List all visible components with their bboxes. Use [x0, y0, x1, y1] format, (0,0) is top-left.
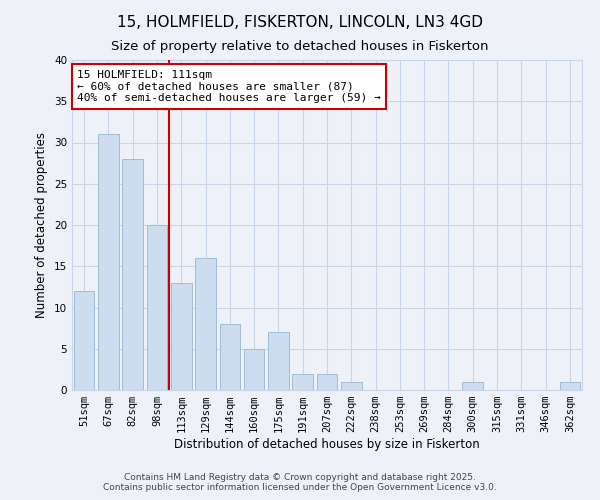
Bar [463, 382, 483, 390]
Text: 15 HOLMFIELD: 111sqm
← 60% of detached houses are smaller (87)
40% of semi-detac: 15 HOLMFIELD: 111sqm ← 60% of detached h… [77, 70, 381, 103]
Bar [268, 332, 289, 390]
Y-axis label: Number of detached properties: Number of detached properties [35, 132, 49, 318]
Text: Contains HM Land Registry data © Crown copyright and database right 2025.
Contai: Contains HM Land Registry data © Crown c… [103, 473, 497, 492]
Bar [171, 283, 191, 390]
Bar [341, 382, 362, 390]
X-axis label: Distribution of detached houses by size in Fiskerton: Distribution of detached houses by size … [174, 438, 480, 451]
Bar [98, 134, 119, 390]
Bar [292, 374, 313, 390]
Bar [195, 258, 216, 390]
Bar [146, 225, 167, 390]
Bar [74, 291, 94, 390]
Bar [317, 374, 337, 390]
Text: 15, HOLMFIELD, FISKERTON, LINCOLN, LN3 4GD: 15, HOLMFIELD, FISKERTON, LINCOLN, LN3 4… [117, 15, 483, 30]
Bar [560, 382, 580, 390]
Bar [220, 324, 240, 390]
Bar [244, 349, 265, 390]
Bar [122, 159, 143, 390]
Text: Size of property relative to detached houses in Fiskerton: Size of property relative to detached ho… [111, 40, 489, 53]
